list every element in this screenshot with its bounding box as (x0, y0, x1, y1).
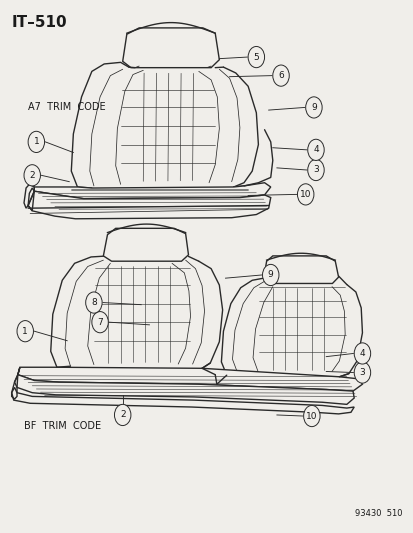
Text: 4: 4 (312, 146, 318, 155)
Text: 1: 1 (22, 327, 28, 336)
Text: 2: 2 (29, 171, 35, 180)
Circle shape (303, 406, 319, 426)
Text: 3: 3 (312, 166, 318, 174)
Circle shape (307, 139, 323, 160)
Circle shape (354, 343, 370, 364)
Circle shape (354, 362, 370, 383)
Text: 3: 3 (359, 368, 364, 377)
Text: 2: 2 (120, 410, 125, 419)
Polygon shape (263, 256, 338, 284)
Circle shape (85, 292, 102, 313)
Text: 6: 6 (278, 71, 283, 80)
Circle shape (92, 312, 108, 333)
Text: IT–510: IT–510 (12, 14, 67, 30)
Text: 1: 1 (33, 138, 39, 147)
Circle shape (305, 97, 321, 118)
Circle shape (17, 320, 33, 342)
Polygon shape (34, 183, 270, 199)
Circle shape (28, 131, 45, 152)
Circle shape (272, 65, 289, 86)
Polygon shape (12, 387, 354, 414)
Circle shape (24, 165, 40, 186)
Text: BF  TRIM  CODE: BF TRIM CODE (24, 421, 101, 431)
Polygon shape (28, 191, 270, 219)
Polygon shape (122, 28, 219, 68)
Circle shape (247, 46, 264, 68)
Text: 9: 9 (267, 270, 273, 279)
Circle shape (297, 184, 313, 205)
Text: 7: 7 (97, 318, 103, 327)
Circle shape (114, 405, 131, 425)
Text: A7  TRIM  CODE: A7 TRIM CODE (28, 102, 105, 112)
Circle shape (262, 264, 278, 286)
Polygon shape (14, 375, 354, 405)
Text: 4: 4 (359, 349, 364, 358)
Polygon shape (18, 367, 361, 391)
Text: 8: 8 (91, 298, 97, 307)
Circle shape (307, 159, 323, 181)
Text: 10: 10 (299, 190, 311, 199)
Text: 5: 5 (253, 53, 259, 62)
Text: 10: 10 (305, 411, 317, 421)
Polygon shape (103, 228, 188, 261)
Text: 9: 9 (310, 103, 316, 112)
Text: 93430  510: 93430 510 (354, 510, 401, 519)
